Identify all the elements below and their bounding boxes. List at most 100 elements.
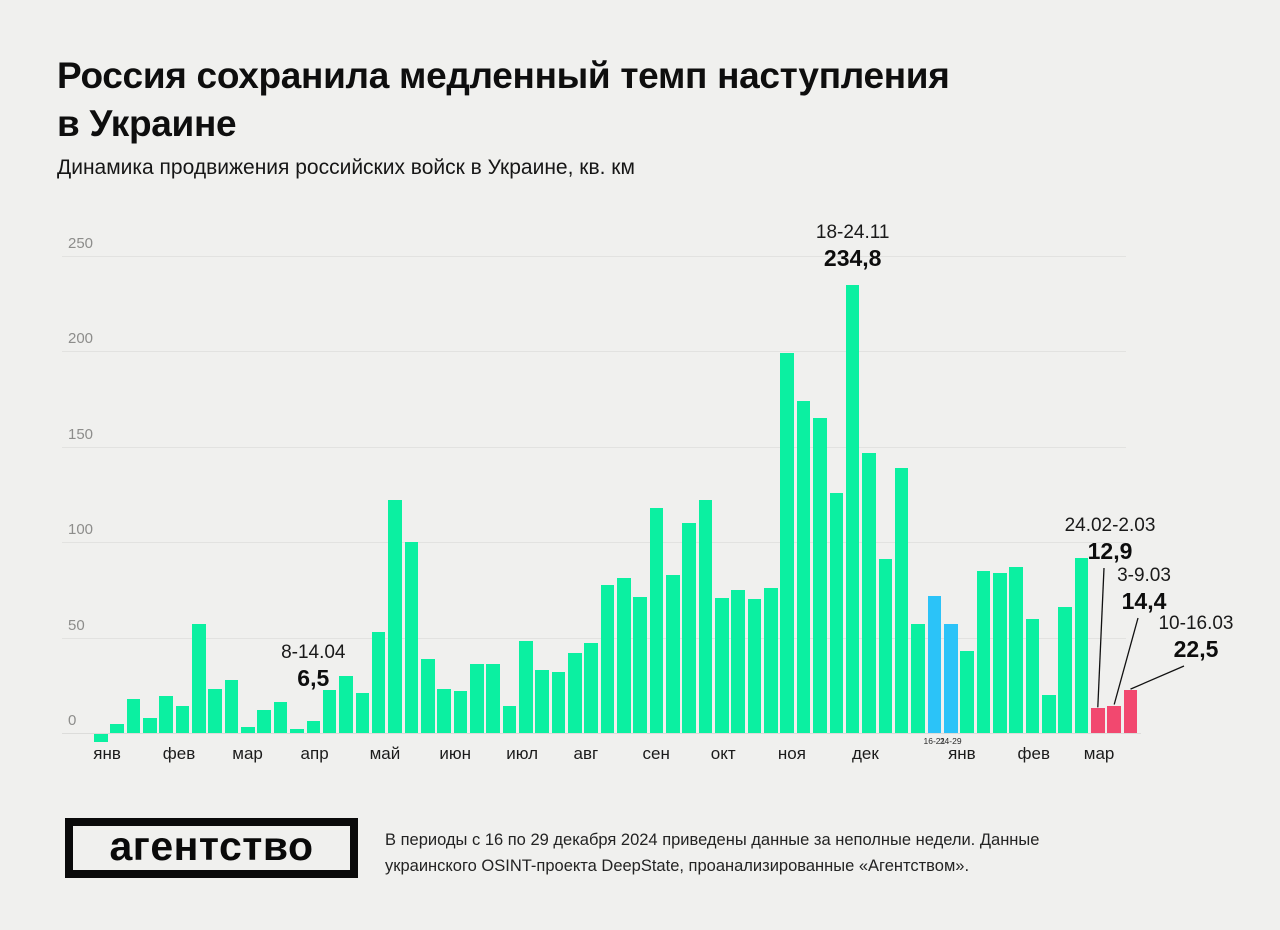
x-axis-month-3: апр [300,744,329,763]
bar-week-59 [1041,694,1056,733]
bar-week-53 [943,624,958,733]
bar-week-3 [126,698,141,733]
bar-week-6 [175,706,190,733]
gridline-200 [62,351,1126,353]
bar-week-26 [502,706,517,733]
bar-week-19 [388,500,402,733]
bar-week-25 [486,664,500,733]
bar-week-50 [894,467,909,733]
gridline-0 [62,733,1141,734]
bar-week-27 [518,641,533,733]
bar-week-64 [1123,690,1138,733]
x-axis-month-1: фев [162,744,196,763]
bar-week-29 [551,671,566,733]
bar-week-7 [192,624,206,733]
annotation-value: 234,8 [823,245,882,271]
x-axis-month-2: мар [232,744,263,763]
bar-week-57 [1009,567,1023,733]
bar-week-39 [715,597,729,733]
x-axis-month-4: май [369,744,401,763]
bar-week-63 [1107,705,1121,733]
source-footnote: В периоды с 16 по 29 декабря 2024 привед… [385,831,1040,875]
annotation-date: 10-16.03 [1158,613,1234,634]
annotation-date: 3-9.03 [1117,565,1171,586]
y-axis-label-0: 0 [68,712,77,729]
bar-week-45 [813,418,827,733]
bar-week-8 [208,689,223,733]
bar-week-38 [698,500,713,733]
bar-week-35 [649,507,664,733]
bar-week-23 [453,691,468,733]
bar-week-46 [829,492,844,733]
x-axis-month-9: окт [710,744,736,763]
bar-week-31 [584,643,598,733]
bar-week-47 [845,285,860,733]
gridline-150 [62,446,1126,448]
bar-week-5 [159,695,174,733]
page-title: Россия сохранила медленный темп наступле… [57,52,1167,148]
bar-week-18 [371,631,386,733]
annotation-10-16.03: 10-16.03 22,5 [1086,612,1280,662]
bar-week-56 [992,572,1007,733]
bar-week-48 [862,452,876,733]
annotation-date: 18-24.11 [815,222,890,243]
x-axis-month-0: янв [93,744,121,763]
bar-week-15 [322,690,337,733]
bar-week-14 [306,720,321,733]
annotation-8-14.04: 8-14.04 6,5 [203,641,423,691]
bar-week-30 [568,652,582,733]
y-axis-label-150: 150 [68,425,94,443]
annotation-value: 6,5 [297,664,330,691]
bar-week-24 [469,664,484,733]
annotation-value: 22,5 [1173,636,1219,662]
bar-week-44 [796,401,811,733]
bar-week-21 [420,658,435,733]
bar-week-61 [1074,557,1089,733]
bar-week-10 [241,727,255,733]
bar-week-9 [224,679,239,733]
bar-week-32 [600,585,615,733]
annotation-value: 14,4 [1121,588,1167,614]
bar-week-54 [960,651,974,733]
bar-week-42 [764,588,778,733]
annotation-18-24.11: 18-24.11 234,8 [743,221,963,271]
bar-week-40 [731,589,746,733]
bar-week-58 [1025,618,1040,733]
bar-week-41 [747,599,762,733]
title-line1: Россия сохранила медленный темп наступле… [57,55,950,96]
bar-week-60 [1058,607,1072,733]
logo-text: агентство [109,822,314,869]
bar-week-28 [535,670,549,733]
x-axis-month-5: июн [439,744,471,763]
bar-week-55 [976,570,991,733]
partial-week-label: 16-21 [923,736,946,746]
bar-week-11 [257,710,272,733]
y-axis-label-250: 250 [68,235,94,252]
chart-subtitle: Динамика продвижения российских войск в … [57,156,635,179]
bar-week-33 [617,577,631,733]
bar-week-20 [404,542,419,733]
bar-week-4 [143,717,157,733]
x-axis-month-12: янв [948,744,976,763]
bar-week-62 [1091,708,1105,733]
bar-week-16 [339,675,353,733]
bar-week-34 [633,596,647,733]
annotation-value: 12,9 [1087,538,1133,564]
x-axis-month-13: фев [1017,744,1051,763]
y-axis-label-200: 200 [68,330,94,348]
bar-week-36 [666,574,680,733]
annotation-3-9.03: 3-9.03 14,4 [1034,564,1254,614]
bar-week-52 [927,595,942,733]
title-line2: в Украине [57,103,237,144]
bar-week-37 [682,523,697,733]
agentstvo-logo: агентство [65,818,358,878]
x-axis-month-14: мар [1083,744,1115,763]
x-axis-month-11: дек [851,744,879,763]
x-axis-month-7: авг [573,744,599,763]
gridline-250 [62,256,1126,257]
annotation-24.02-2.03: 24.02-2.03 12,9 [1000,514,1220,564]
bar-week-12 [273,701,288,733]
y-axis-label-50: 50 [68,616,85,634]
